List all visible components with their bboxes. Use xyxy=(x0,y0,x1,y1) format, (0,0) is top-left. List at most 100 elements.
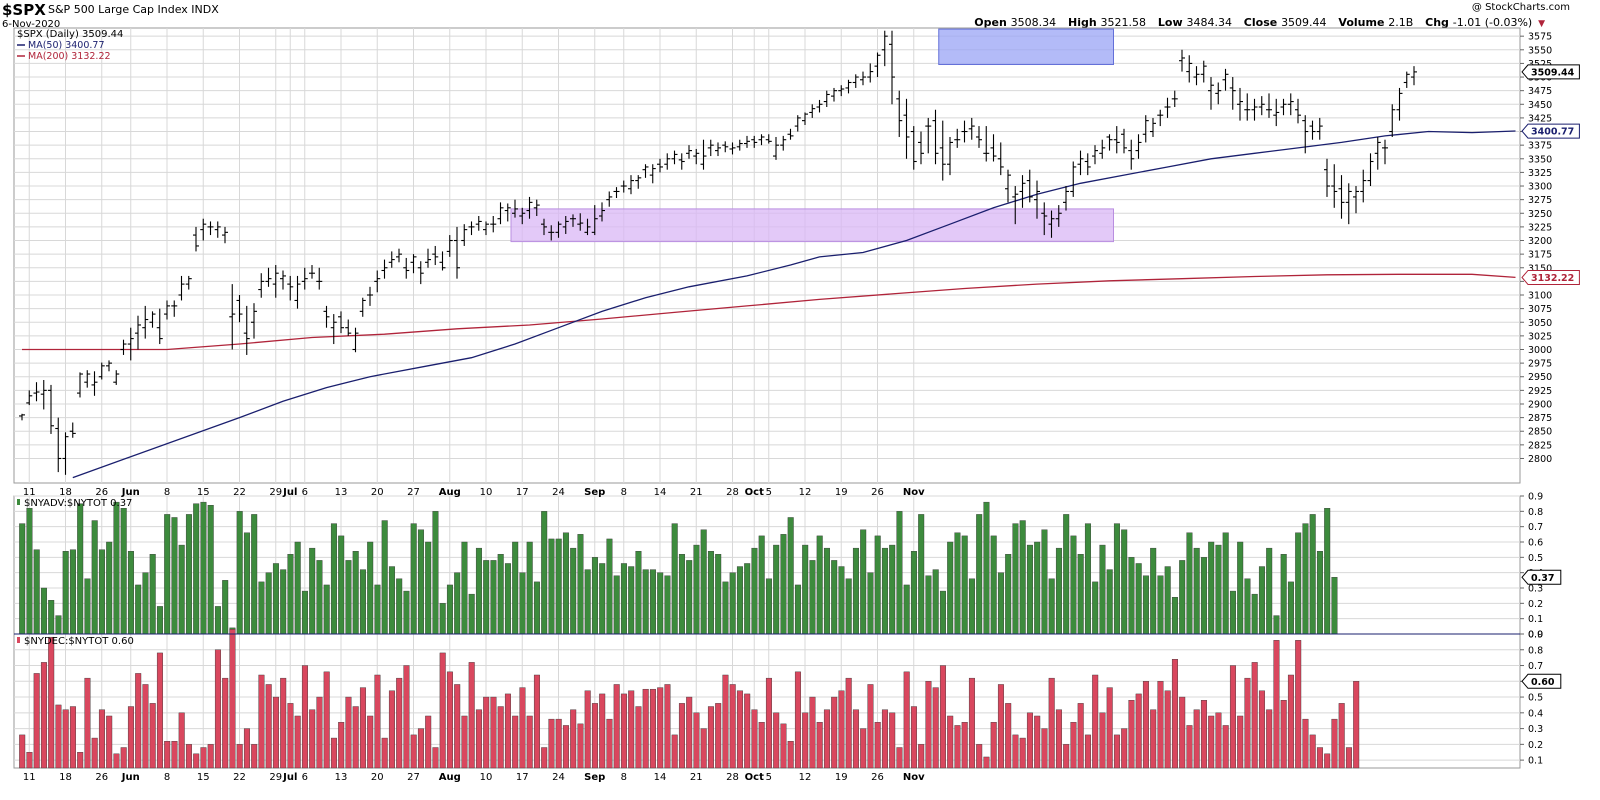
dec-ratio-bar xyxy=(881,709,888,769)
dec-ratio-bar xyxy=(294,715,301,769)
adv-ratio-bar xyxy=(657,572,664,635)
adv-ratio-bar xyxy=(1193,547,1200,635)
adv-ratio-bar xyxy=(1280,554,1287,635)
dec-ratio-bar xyxy=(352,706,359,769)
x-axis-label: Aug xyxy=(439,487,461,498)
adv-tick-label: 0.7 xyxy=(1528,522,1543,533)
dec-tick-label: 0.2 xyxy=(1528,740,1543,751)
last-price-tag: 3509.44 xyxy=(1531,67,1575,78)
adv-ratio-bar xyxy=(84,578,91,635)
x-axis-label: Oct xyxy=(745,487,764,498)
dec-ratio-bar xyxy=(490,696,497,769)
adv-ratio-bar xyxy=(359,569,366,635)
adv-ratio-bar xyxy=(1157,575,1164,635)
adv-ratio-bar xyxy=(968,578,975,635)
dec-ratio-bar xyxy=(1048,677,1055,769)
dec-ratio-bar xyxy=(787,741,794,769)
dec-ratio-bar xyxy=(910,706,917,769)
adv-ratio-bar xyxy=(1164,566,1171,635)
adv-ratio-bar xyxy=(135,584,142,635)
dec-ratio-bar xyxy=(932,687,939,769)
adv-tick-label: 0.5 xyxy=(1528,553,1543,564)
dec-ratio-bar xyxy=(867,684,874,769)
adv-ratio-bar xyxy=(910,551,917,635)
adv-ratio-bar xyxy=(185,514,192,635)
adv-ratio-bar xyxy=(555,538,562,635)
dec-ratio-bar xyxy=(751,709,758,769)
adv-ratio-bar xyxy=(425,541,432,635)
dec-ratio-bar xyxy=(1012,734,1019,769)
dec-ratio-bar xyxy=(1070,722,1077,769)
adv-ratio-bar xyxy=(954,532,961,635)
dec-ratio-bar xyxy=(1324,753,1331,769)
adv-ratio-bar xyxy=(1316,551,1323,635)
adv-ratio-bar xyxy=(1026,544,1033,635)
dec-ratio-bar xyxy=(106,715,113,769)
dec-ratio-bar xyxy=(816,722,823,769)
adv-ratio-bar xyxy=(1266,547,1273,635)
x-axis-label: 29 xyxy=(269,772,282,783)
adv-ratio-bar xyxy=(526,541,533,635)
adv-ratio-bar xyxy=(1273,615,1280,635)
x-axis-label: 26 xyxy=(95,487,108,498)
x-axis-label: 14 xyxy=(654,772,667,783)
x-axis-label: 27 xyxy=(407,772,420,783)
adv-ratio-bar xyxy=(1251,593,1258,635)
adv-ratio-bar xyxy=(490,560,497,635)
x-axis-label: 12 xyxy=(799,487,812,498)
dec-ratio-bar xyxy=(736,690,743,769)
price-panel-title: $SPX (Daily) 3509.44 xyxy=(17,29,123,40)
dec-legend-icon xyxy=(17,637,20,643)
dec-ratio-bar xyxy=(1251,662,1258,769)
dec-ratio-bar xyxy=(1229,665,1236,769)
x-axis-label: Jun xyxy=(121,487,140,498)
price-tick-label: 3450 xyxy=(1528,100,1552,111)
dec-ratio-bar xyxy=(1280,700,1287,769)
adv-ratio-bar xyxy=(773,544,780,635)
dec-ratio-bar xyxy=(1034,715,1041,769)
adv-ratio-bar xyxy=(838,566,845,635)
price-tick-label: 2900 xyxy=(1528,399,1552,410)
adv-ratio-bar xyxy=(584,569,591,635)
x-axis-label: 28 xyxy=(726,487,739,498)
adv-ratio-bar xyxy=(1084,523,1091,635)
adv-panel-title: $NYADV:$NYTOT 0.37 xyxy=(24,498,132,509)
dec-ratio-bar xyxy=(1237,715,1244,769)
x-axis-label: 14 xyxy=(654,487,667,498)
adv-ratio-bar xyxy=(519,572,526,635)
adv-ratio-bar xyxy=(33,549,40,635)
adv-ratio-bar xyxy=(352,551,359,635)
dec-ratio-bar xyxy=(1287,674,1294,769)
x-axis-label: Jun xyxy=(121,772,140,783)
adv-ratio-bar xyxy=(831,560,838,635)
x-axis-label: 26 xyxy=(871,772,884,783)
dec-ratio-bar xyxy=(700,728,707,769)
x-axis-label: 29 xyxy=(269,487,282,498)
adv-ratio-bar xyxy=(541,511,548,635)
adv-ratio-bar xyxy=(1222,532,1229,635)
dec-ratio-bar xyxy=(794,671,801,769)
dec-ratio-bar xyxy=(367,715,374,769)
adv-ratio-bar xyxy=(1041,529,1048,635)
adv-ratio-bar xyxy=(193,503,200,635)
dec-ratio-bar xyxy=(1316,747,1323,769)
adv-ratio-bar xyxy=(918,514,925,635)
adv-ratio-bar xyxy=(200,501,207,635)
x-axis-label: Jul xyxy=(282,772,297,783)
dec-ratio-bar xyxy=(446,671,453,769)
dec-ratio-bar xyxy=(1186,725,1193,769)
adv-ratio-bar xyxy=(1128,557,1135,635)
adv-ratio-bar xyxy=(867,572,874,635)
adv-tick-label: 0.6 xyxy=(1528,538,1543,549)
adv-ratio-bar xyxy=(1113,523,1120,635)
adv-ratio-bar xyxy=(1005,554,1012,635)
dec-ratio-bar xyxy=(468,662,475,769)
x-axis-label: 26 xyxy=(871,487,884,498)
ma200-value-tag: 3132.22 xyxy=(1531,273,1574,284)
brand-watermark: @ StockCharts.com xyxy=(1471,2,1570,13)
dec-ratio-bar xyxy=(1258,690,1265,769)
adv-ratio-bar xyxy=(1048,578,1055,635)
x-axis-label: 11 xyxy=(23,487,36,498)
x-axis-label: 6 xyxy=(302,772,308,783)
